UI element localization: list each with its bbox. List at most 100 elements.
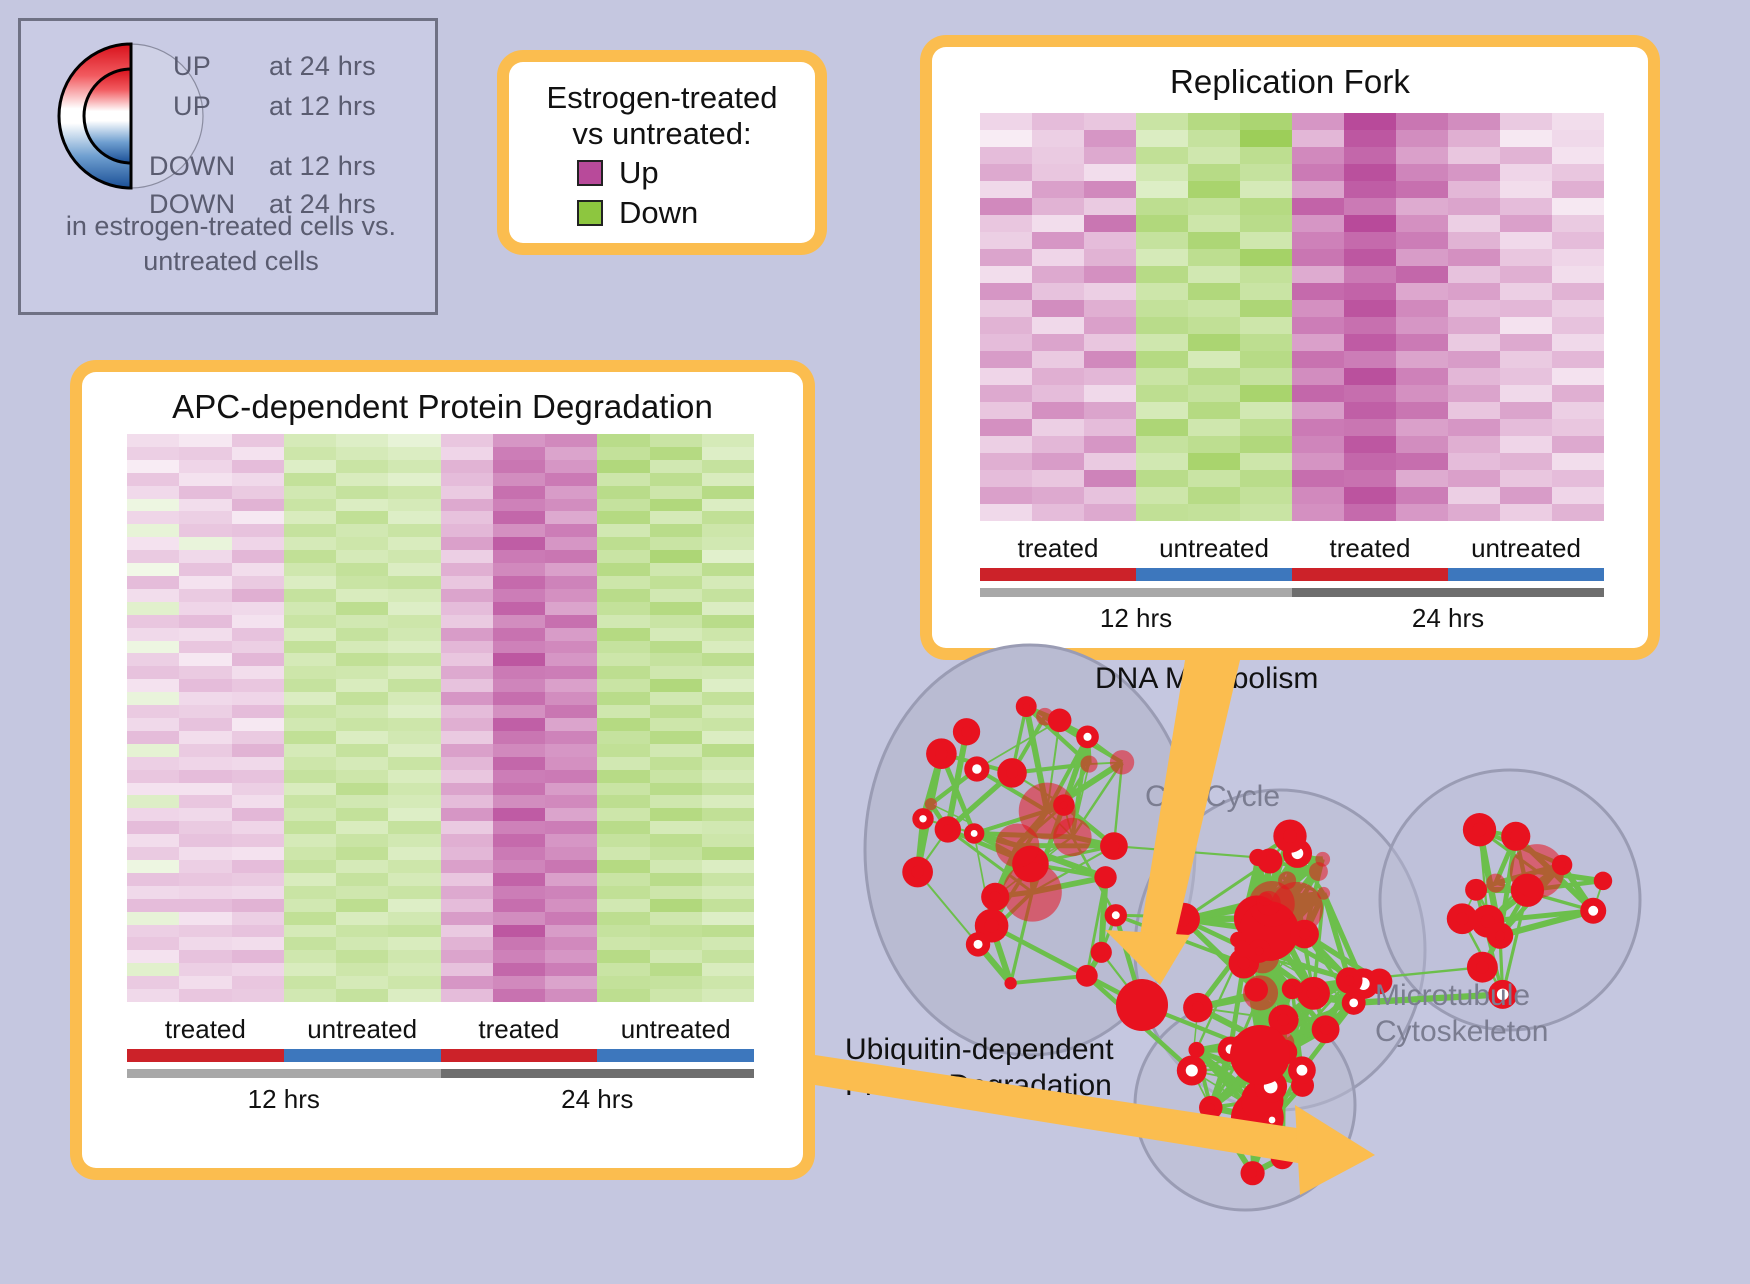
network-node-core[interactable]	[1207, 1103, 1216, 1112]
network-node-core[interactable]	[1060, 801, 1067, 808]
network-node-core[interactable]	[1269, 1117, 1276, 1124]
heatmap-cell	[545, 473, 597, 486]
network-node[interactable]	[1036, 708, 1054, 726]
heatmap-cell	[284, 576, 336, 589]
network-node-core[interactable]	[971, 830, 978, 837]
heatmap-cell	[232, 576, 284, 589]
heatmap-cell	[702, 563, 754, 576]
network-node-core[interactable]	[974, 940, 983, 949]
network-node-core[interactable]	[1083, 733, 1091, 741]
network-node-core[interactable]	[1248, 1169, 1257, 1178]
network-node-core[interactable]	[1510, 830, 1522, 842]
network-node[interactable]	[1309, 862, 1328, 881]
network-node-core[interactable]	[1559, 861, 1566, 868]
network-node[interactable]	[1230, 1025, 1290, 1085]
network-node-core[interactable]	[1109, 841, 1120, 852]
heatmap-cell	[1552, 334, 1604, 351]
network-node[interactable]	[925, 798, 937, 810]
heatmap-cell	[1292, 198, 1344, 215]
network-node[interactable]	[1244, 978, 1268, 1002]
network-node[interactable]	[1278, 871, 1296, 889]
heatmap-cell	[284, 873, 336, 886]
network-node[interactable]	[1249, 849, 1266, 866]
heatmap-cell	[232, 692, 284, 705]
network-node-core[interactable]	[985, 919, 999, 933]
network-node-core[interactable]	[1299, 928, 1310, 939]
heatmap-cell	[388, 576, 440, 589]
network-node-core[interactable]	[1588, 906, 1598, 916]
network-node-core[interactable]	[1277, 1014, 1289, 1026]
heatmap-cell	[441, 834, 493, 847]
heatmap-cell	[179, 821, 231, 834]
heatmap-cell	[493, 589, 545, 602]
heatmap-cell	[650, 808, 702, 821]
heatmap-cell	[1344, 130, 1396, 147]
heatmap-cell	[493, 718, 545, 731]
heatmap-cell	[1240, 453, 1292, 470]
heatmap-cell	[441, 537, 493, 550]
network-node-core[interactable]	[1344, 975, 1354, 985]
network-node[interactable]	[1004, 977, 1016, 989]
heatmap-cell	[1396, 317, 1448, 334]
heatmap-cell	[493, 473, 545, 486]
network-node[interactable]	[1003, 863, 1062, 922]
network-node-core[interactable]	[990, 891, 1001, 902]
network-node-core[interactable]	[961, 726, 972, 737]
heatmap-cell	[336, 666, 388, 679]
heatmap-cell	[1136, 317, 1188, 334]
heatmap-cell	[597, 679, 649, 692]
network-node-core[interactable]	[1320, 1024, 1331, 1035]
network-node-core[interactable]	[1186, 1064, 1198, 1076]
heatmap-cell	[388, 615, 440, 628]
network-node-core[interactable]	[1456, 912, 1469, 925]
network-node[interactable]	[1053, 818, 1091, 856]
network-node-core[interactable]	[1177, 912, 1191, 926]
network-node-core[interactable]	[1495, 931, 1505, 941]
network-node-core[interactable]	[1098, 949, 1105, 956]
network-node[interactable]	[1081, 756, 1098, 773]
network-node[interactable]	[1486, 874, 1505, 893]
heatmap-cell	[336, 641, 388, 654]
network-node[interactable]	[1271, 1146, 1294, 1169]
network-node[interactable]	[1317, 887, 1330, 900]
network-node[interactable]	[1594, 872, 1612, 890]
network-node[interactable]	[1256, 891, 1280, 915]
heatmap-cell	[493, 937, 545, 950]
network-node-core[interactable]	[1238, 957, 1250, 969]
heatmap-cell	[284, 511, 336, 524]
network-node[interactable]	[1116, 979, 1168, 1031]
network-node-core[interactable]	[1473, 823, 1487, 837]
heatmap-cell	[702, 770, 754, 783]
heatmap-cell	[650, 731, 702, 744]
network-node[interactable]	[1188, 1042, 1204, 1058]
network-node-core[interactable]	[919, 815, 926, 822]
network-node-core[interactable]	[1006, 767, 1018, 779]
network-node[interactable]	[1234, 941, 1250, 957]
network-node[interactable]	[1076, 965, 1098, 987]
network-node-core[interactable]	[943, 824, 953, 834]
network-node-core[interactable]	[972, 764, 981, 773]
network-node-core[interactable]	[1255, 947, 1264, 956]
heatmap-cell	[1448, 266, 1500, 283]
network-node-core[interactable]	[1307, 986, 1321, 1000]
network-node-core[interactable]	[935, 747, 947, 759]
network-node-core[interactable]	[1476, 961, 1489, 974]
network-node[interactable]	[1110, 750, 1134, 774]
network-node-core[interactable]	[1192, 1002, 1204, 1014]
down-color-swatch	[577, 200, 603, 226]
network-node-core[interactable]	[1297, 1065, 1308, 1076]
heatmap-cell	[545, 976, 597, 989]
network-node-core[interactable]	[1289, 985, 1296, 992]
network-node-core[interactable]	[1283, 829, 1297, 843]
network-node-core[interactable]	[911, 866, 923, 878]
heatmap-cell	[493, 976, 545, 989]
network-node-core[interactable]	[1349, 998, 1358, 1007]
heatmap-cell	[388, 795, 440, 808]
network-node-core[interactable]	[1112, 911, 1120, 919]
heatmap-cell	[493, 731, 545, 744]
network-node[interactable]	[1094, 866, 1116, 888]
network-node[interactable]	[1465, 879, 1487, 901]
heatmap-cell	[179, 770, 231, 783]
heatmap-cell	[1552, 266, 1604, 283]
network-node-core[interactable]	[1023, 703, 1030, 710]
